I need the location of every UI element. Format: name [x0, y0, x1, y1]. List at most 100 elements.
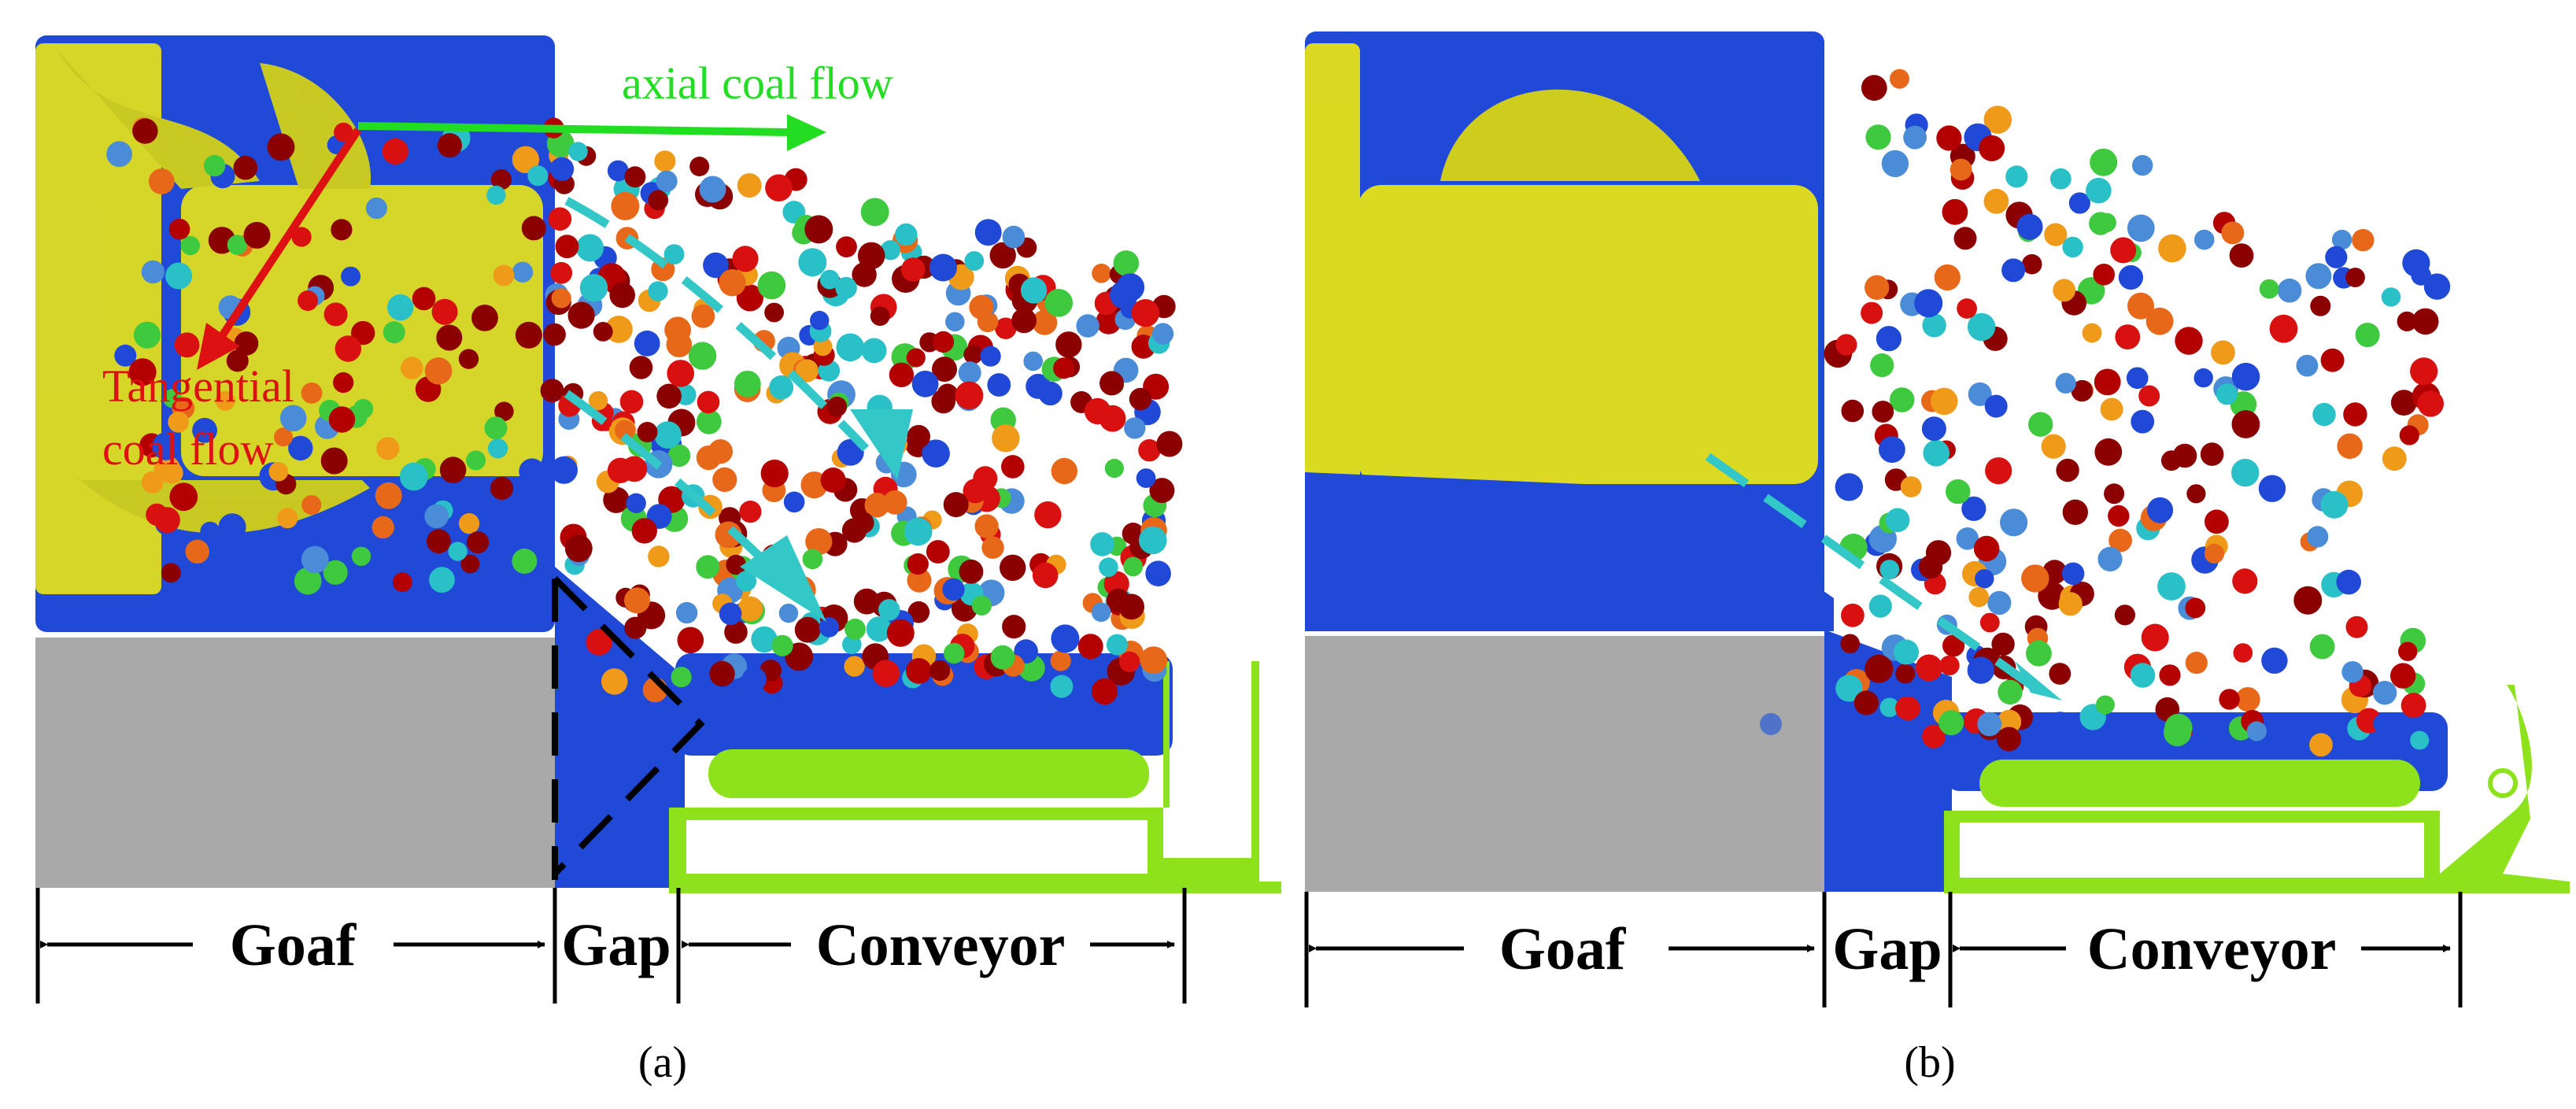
tangential-arrowhead: [197, 323, 240, 370]
coal-particle-icon: [387, 294, 414, 321]
coal-particle-icon: [493, 264, 515, 286]
coal-particle-icon: [1055, 331, 1082, 358]
coal-particle-icon: [1051, 457, 1078, 485]
coal-particle-icon: [168, 218, 190, 240]
coal-particle-icon: [1885, 508, 1910, 533]
coal-particle-icon: [736, 284, 764, 312]
coal-particle-icon: [277, 508, 298, 529]
coal-particle-icon: [926, 540, 950, 564]
coal-particle-icon: [1946, 479, 1971, 505]
coal-particle-icon: [466, 450, 486, 471]
coal-particle-icon: [1096, 309, 1122, 335]
coal-particle-icon: [392, 572, 412, 593]
coal-particle-icon: [907, 601, 930, 623]
coal-particle-icon: [712, 467, 737, 493]
coal-particle-icon: [448, 542, 468, 561]
coal-particle-icon: [734, 370, 761, 397]
coal-particle-icon: [611, 191, 640, 220]
coal-particle-icon: [323, 560, 348, 585]
coal-particle-icon: [2005, 165, 2028, 188]
coal-particle-icon: [353, 398, 374, 420]
coal-particle-icon: [490, 169, 512, 190]
coal-particle-icon: [550, 261, 573, 284]
coal-particle-icon: [932, 331, 955, 353]
coal-particle-icon: [719, 602, 742, 626]
coal-particle-icon: [460, 554, 480, 574]
coal-particle-icon: [382, 138, 408, 165]
coal-particle-icon: [696, 555, 720, 579]
coal-particle-icon: [351, 320, 375, 346]
coal-particle-icon: [2049, 663, 2072, 685]
coal-particle-icon: [2320, 348, 2345, 372]
coal-particle-icon: [484, 416, 508, 440]
coal-particle-icon: [2417, 390, 2444, 417]
coal-particle-icon: [870, 306, 890, 326]
coal-particle-icon: [2093, 264, 2115, 286]
coal-particle-icon: [819, 269, 840, 290]
coal-particle-icon: [1131, 299, 1160, 327]
coal-particle-icon: [1923, 440, 1950, 467]
coal-particle-icon: [328, 406, 356, 433]
coal-particle-icon: [1957, 298, 1978, 319]
coal-particle-icon: [467, 531, 490, 554]
coal-particle-icon: [2108, 505, 2130, 527]
coal-particle-icon: [990, 645, 1015, 670]
coal-particle-icon: [200, 521, 220, 542]
coal-particle-icon: [218, 513, 246, 542]
coal-particle-icon: [2390, 663, 2416, 689]
coal-particle-icon: [2345, 268, 2365, 287]
coal-particle-icon: [234, 331, 259, 356]
coal-particle-icon: [835, 276, 857, 299]
coal-particle-icon: [2200, 442, 2224, 466]
coal-particle-icon: [2233, 643, 2253, 663]
coal-particle-icon: [180, 235, 200, 256]
coal-particle-icon: [1091, 602, 1111, 623]
coal-particle-icon: [737, 596, 763, 622]
coal-particle-icon: [543, 323, 566, 346]
coal-particle-icon: [804, 215, 833, 244]
coal-particle-icon: [1872, 401, 1894, 423]
coal-particle-icon: [609, 282, 635, 309]
coal-particle-icon: [2100, 397, 2123, 421]
coal-particle-icon: [2028, 412, 2053, 437]
coal-particle-icon: [2343, 402, 2367, 427]
coal-particle-icon: [2219, 689, 2240, 710]
coal-particle-icon: [243, 221, 271, 249]
coal-particle-icon: [844, 656, 865, 677]
coal-particle-icon: [320, 447, 348, 475]
coal-particle-icon: [2232, 568, 2258, 594]
coal-particle-icon: [929, 253, 957, 282]
coal-particle-icon: [906, 348, 926, 368]
coal-particle-icon: [677, 627, 704, 654]
coal-particle-icon: [895, 223, 918, 246]
coal-particle-icon: [1104, 458, 1124, 479]
coal-particle-icon: [549, 157, 575, 181]
coal-particle-icon: [944, 642, 965, 664]
coal-particle-icon: [1001, 455, 1025, 479]
coal-particle-icon: [889, 362, 915, 387]
coal-particle-icon: [1123, 556, 1144, 577]
coal-particle-icon: [2053, 279, 2076, 302]
coal-particle-icon: [945, 312, 965, 332]
coal-particle-icon: [1032, 562, 1059, 589]
coal-particle-icon: [778, 603, 799, 623]
coal-particle-icon: [1997, 726, 2021, 752]
coal-particle-icon: [765, 174, 793, 201]
coal-particle-icon: [1136, 468, 1156, 488]
coal-particle-icon: [1953, 227, 1977, 250]
coal-particle-icon: [2269, 314, 2298, 343]
coal-particle-icon: [128, 358, 157, 386]
coal-particle-icon: [992, 424, 1020, 453]
coal-particle-icon: [1998, 679, 2023, 705]
coal-particle-icon: [2026, 640, 2052, 667]
coal-particle-icon: [133, 321, 161, 349]
coal-particle-icon: [2397, 311, 2417, 331]
coal-particle-icon: [2071, 379, 2093, 402]
coal-particle-icon: [519, 458, 545, 485]
coal-particle-icon: [656, 170, 678, 192]
coal-particle-icon: [274, 427, 293, 447]
coal-particle-icon: [1936, 125, 1962, 151]
coal-particle-icon: [2402, 249, 2430, 277]
coal-particle-icon: [648, 190, 669, 211]
coal-particle-icon: [161, 461, 183, 484]
